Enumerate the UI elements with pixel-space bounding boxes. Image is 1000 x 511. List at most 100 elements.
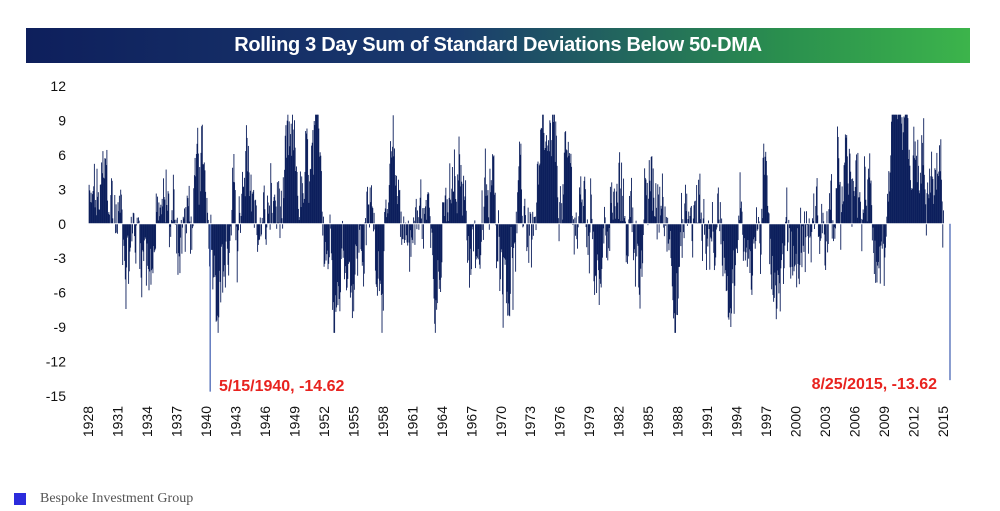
bar xyxy=(159,207,161,224)
bar xyxy=(588,223,590,236)
bar xyxy=(545,141,547,224)
bar xyxy=(120,194,122,224)
bar xyxy=(390,141,392,224)
bar xyxy=(850,171,852,224)
bar xyxy=(879,223,881,247)
bar xyxy=(519,154,521,224)
bar xyxy=(411,223,413,240)
bar xyxy=(893,114,895,224)
bar xyxy=(386,209,388,224)
bar xyxy=(418,223,420,230)
bar xyxy=(518,166,520,224)
bar xyxy=(742,223,744,261)
bar xyxy=(314,125,316,224)
bar xyxy=(909,165,911,224)
bar xyxy=(653,197,655,224)
bar xyxy=(916,182,918,224)
bar xyxy=(652,210,653,224)
bar xyxy=(169,223,171,227)
bar xyxy=(378,223,380,252)
bar xyxy=(898,114,900,224)
x-tick-label: 1961 xyxy=(404,406,420,437)
bar xyxy=(94,207,96,224)
bar xyxy=(514,223,516,243)
bar xyxy=(493,155,495,224)
bar xyxy=(554,161,556,224)
bar xyxy=(740,208,742,224)
bar xyxy=(385,199,387,224)
bar xyxy=(433,223,435,299)
bar xyxy=(100,184,102,224)
bar xyxy=(295,166,297,224)
bar xyxy=(191,223,193,250)
bar xyxy=(546,150,548,224)
bar xyxy=(540,127,542,224)
bar xyxy=(618,162,620,224)
bar xyxy=(504,223,506,265)
bar xyxy=(631,177,632,224)
bar xyxy=(427,192,429,224)
bar xyxy=(93,186,95,224)
bar xyxy=(251,193,253,224)
bar xyxy=(406,223,408,243)
bar xyxy=(444,195,446,224)
bar xyxy=(658,223,660,233)
bar xyxy=(269,205,270,224)
bar xyxy=(430,223,432,248)
bar xyxy=(675,223,677,333)
bar xyxy=(145,223,147,286)
bar xyxy=(590,194,592,224)
bar xyxy=(673,223,675,314)
bar xyxy=(164,199,166,224)
bar xyxy=(691,223,693,242)
bar xyxy=(143,223,145,262)
bar xyxy=(225,223,227,242)
bar xyxy=(681,223,683,258)
bar xyxy=(423,207,425,224)
bar xyxy=(153,223,155,247)
bar xyxy=(425,199,427,224)
bar xyxy=(743,223,745,252)
bar xyxy=(220,223,222,303)
bar xyxy=(609,186,611,224)
bar xyxy=(146,223,148,244)
bar xyxy=(153,223,155,253)
bar xyxy=(783,223,784,284)
bar xyxy=(621,195,623,224)
bar xyxy=(813,193,815,224)
bar xyxy=(615,191,617,224)
bar xyxy=(517,192,519,224)
bar xyxy=(478,223,480,260)
bar xyxy=(283,198,285,224)
bar xyxy=(274,194,276,224)
bar xyxy=(486,195,488,224)
bar xyxy=(340,223,342,260)
x-tick-label: 1994 xyxy=(729,406,745,437)
bar xyxy=(367,204,369,224)
bar xyxy=(752,223,754,240)
bar xyxy=(737,223,739,241)
bar xyxy=(426,194,428,224)
bar xyxy=(769,223,771,265)
bar xyxy=(280,206,282,224)
bar xyxy=(349,223,351,263)
bar xyxy=(829,193,831,224)
bar xyxy=(699,173,701,224)
bar xyxy=(621,162,623,224)
bar xyxy=(355,223,357,245)
bar xyxy=(858,197,860,224)
bar xyxy=(329,214,331,224)
bar xyxy=(638,223,640,295)
bar xyxy=(847,183,849,224)
bar xyxy=(798,223,800,285)
bar xyxy=(177,223,179,275)
bar xyxy=(700,219,702,224)
bar xyxy=(681,192,682,224)
bar xyxy=(825,223,827,242)
bar xyxy=(252,191,254,224)
chart-title: Rolling 3 Day Sum of Standard Deviations… xyxy=(26,28,970,63)
bar xyxy=(253,223,255,228)
bar xyxy=(488,217,490,224)
bar xyxy=(145,223,147,239)
